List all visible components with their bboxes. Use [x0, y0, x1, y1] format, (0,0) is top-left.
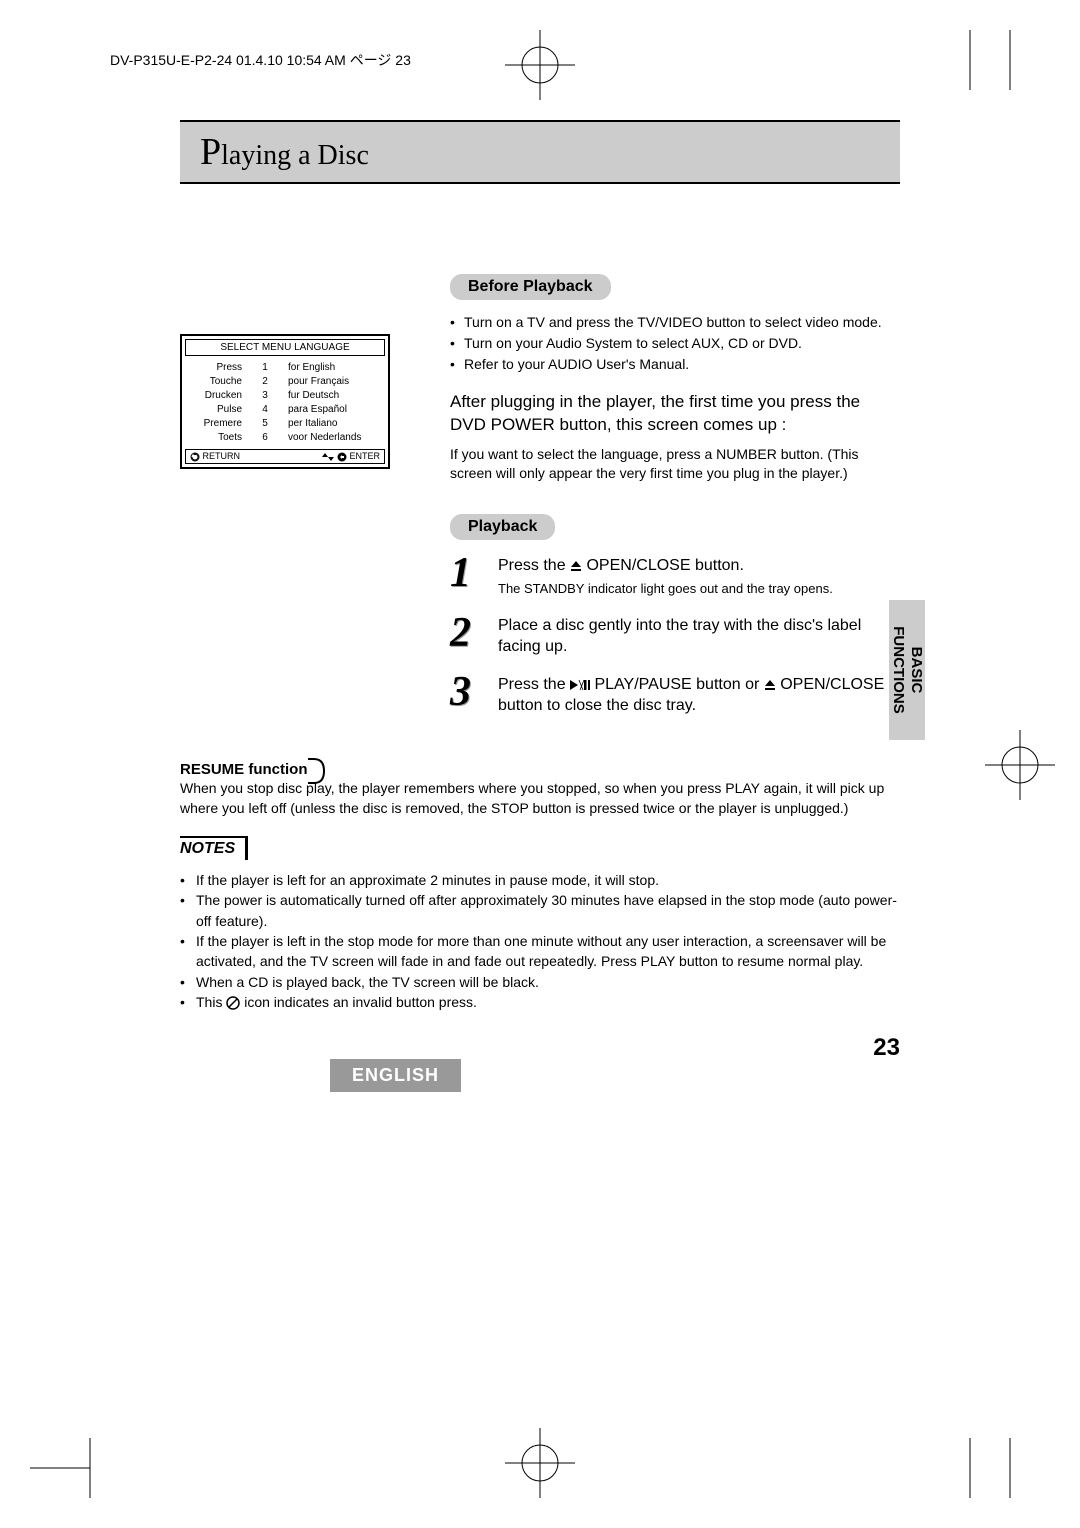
language-badge: ENGLISH — [330, 1059, 461, 1092]
menu-enter: ENTER — [322, 451, 380, 462]
resume-text: When you stop disc play, the player reme… — [180, 779, 900, 818]
crop-guide-tr — [930, 30, 1050, 90]
play-pause-icon — [570, 679, 590, 691]
registration-mark-bottom — [505, 1428, 575, 1498]
title-rest: laying a Disc — [221, 140, 369, 171]
prohibit-icon — [226, 996, 240, 1010]
page-number: 23 — [873, 1034, 900, 1062]
menu-row: Press1for English — [192, 361, 378, 375]
menu-row: Touche2pour Français — [192, 375, 378, 389]
intro-text: After plugging in the player, the first … — [450, 391, 900, 437]
title-big: P — [200, 131, 221, 173]
notes-item: If the player is left in the stop mode f… — [196, 931, 900, 972]
menu-table: Press1for English Touche2pour Français D… — [182, 359, 388, 449]
side-tab-line1: BASIC — [908, 647, 925, 694]
step-main: Press the OPEN/CLOSE button. — [498, 556, 900, 577]
notes-item: The power is automatically turned off af… — [196, 890, 900, 931]
notes-heading: NOTES — [180, 836, 248, 860]
menu-row: Pulse4para Español — [192, 403, 378, 417]
notes-list: •If the player is left for an approximat… — [180, 870, 900, 1012]
before-playback-heading: Before Playback — [450, 274, 611, 300]
registration-mark-right — [985, 730, 1055, 800]
menu-row: Toets6voor Nederlands — [192, 431, 378, 445]
step-number: 2 — [450, 612, 486, 654]
eject-icon — [570, 560, 582, 572]
step-main: Press the PLAY/PAUSE button or OPEN/CLOS… — [498, 675, 900, 717]
crop-guide-br — [930, 1438, 1050, 1498]
language-menu-box: SELECT MENU LANGUAGE Press1for English T… — [180, 334, 390, 469]
resume-heading: RESUME function — [180, 761, 308, 778]
step-number: 1 — [450, 552, 486, 594]
registration-mark-top — [505, 30, 575, 100]
resume-bracket-icon — [308, 757, 328, 785]
enter-icon — [337, 452, 347, 462]
step-main: Place a disc gently into the tray with t… — [498, 616, 900, 658]
step-1: 1 Press the OPEN/CLOSE button. The STAND… — [450, 552, 900, 598]
return-icon — [190, 452, 200, 462]
page-title-bar: Playing a Disc — [180, 120, 900, 184]
resume-heading-wrap: RESUME function — [180, 761, 308, 779]
header-filename: DV-P315U-E-P2-24 01.4.10 10:54 AM ページ 23 — [110, 50, 411, 70]
notes-item-last: This icon indicates an invalid button pr… — [196, 992, 477, 1012]
menu-row: Drucken3fur Deutsch — [192, 389, 378, 403]
playback-heading: Playback — [450, 514, 555, 540]
step-2: 2 Place a disc gently into the tray with… — [450, 612, 900, 658]
before-bullet: Turn on your Audio System to select AUX,… — [464, 333, 802, 354]
before-bullet: Turn on a TV and press the TV/VIDEO butt… — [464, 312, 882, 333]
before-bullets: •Turn on a TV and press the TV/VIDEO but… — [450, 312, 900, 375]
menu-return: RETURN — [190, 451, 240, 462]
step-3: 3 Press the PLAY/PAUSE button or OPEN/CL… — [450, 671, 900, 717]
menu-row: Premere5per Italiano — [192, 417, 378, 431]
sub-text: If you want to select the language, pres… — [450, 445, 900, 484]
menu-title: SELECT MENU LANGUAGE — [185, 339, 385, 356]
step-number: 3 — [450, 671, 486, 713]
notes-item: If the player is left for an approximate… — [196, 870, 659, 890]
arrows-icon — [322, 453, 334, 461]
eject-icon — [764, 679, 776, 691]
before-bullet: Refer to your AUDIO User's Manual. — [464, 354, 689, 375]
notes-item: When a CD is played back, the TV screen … — [196, 972, 539, 992]
menu-footer: RETURN ENTER — [185, 449, 385, 464]
step-sub: The STANDBY indicator light goes out and… — [498, 581, 900, 598]
crop-guide-bl — [30, 1438, 150, 1498]
